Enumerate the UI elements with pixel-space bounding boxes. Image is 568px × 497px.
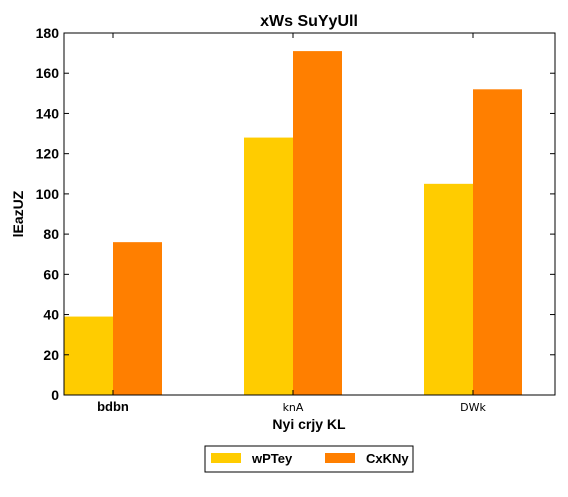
y-tick-label-140: 140 (36, 105, 60, 121)
legend-swatch-wPTey (211, 453, 241, 463)
legend-label-wPTey: wPTey (251, 451, 293, 466)
y-tick-label-40: 40 (43, 307, 59, 323)
legend-swatch-CxKNy (325, 453, 355, 463)
chart-title: xWs SuYyUll (260, 13, 358, 30)
y-tick-label-120: 120 (36, 146, 60, 162)
x-axis-label: Nyi crjy KL (272, 416, 346, 432)
x-tick-label-bdbn: bdbn (97, 399, 129, 414)
bar-CxKNy-DWk (473, 89, 522, 395)
bar-CxKNy-bdbn (113, 242, 162, 395)
bar-wPTey-bdbn (64, 317, 113, 395)
y-tick-label-80: 80 (43, 226, 59, 242)
bar-CxKNy-knA (293, 51, 342, 395)
bar-wPTey-knA (244, 138, 293, 395)
y-tick-label-0: 0 (51, 387, 59, 403)
y-tick-label-100: 100 (36, 186, 60, 202)
legend: wPTey CxKNy (205, 446, 413, 472)
bar-wPTey-DWk (424, 184, 473, 395)
y-tick-label-180: 180 (36, 25, 60, 41)
y-axis-label: lEazUZ (10, 190, 26, 237)
legend-label-CxKNy: CxKNy (366, 451, 409, 466)
x-tick-label-knA: knA (283, 401, 304, 414)
bars-group (64, 51, 522, 395)
x-tick-label-DWk: DWk (460, 401, 486, 414)
y-tick-label-20: 20 (43, 347, 59, 363)
y-tick-label-160: 160 (36, 65, 60, 81)
y-tick-label-60: 60 (43, 266, 59, 282)
